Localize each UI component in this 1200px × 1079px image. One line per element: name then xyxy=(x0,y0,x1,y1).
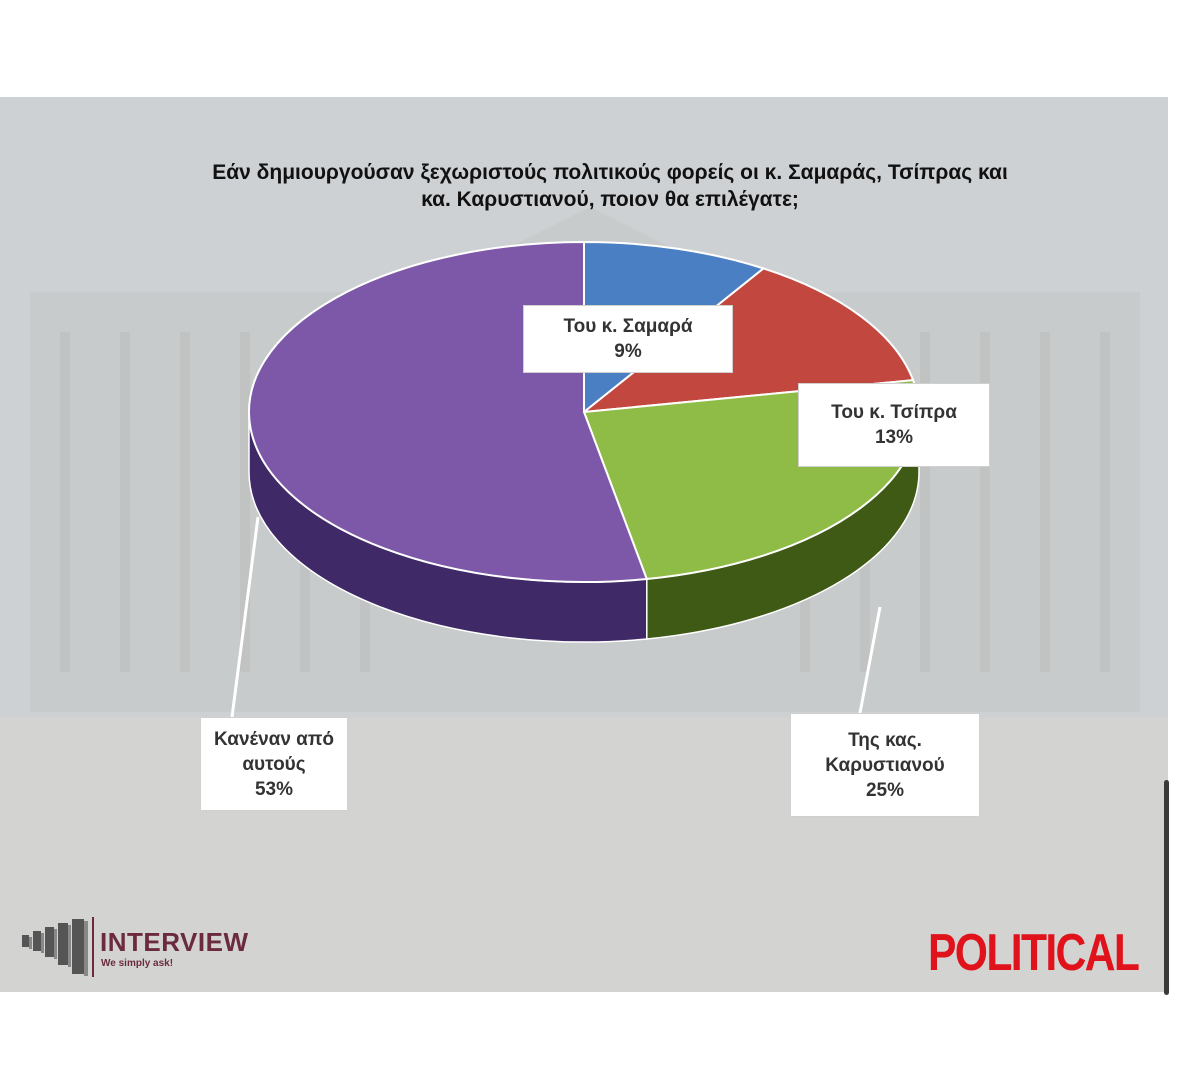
data-label-line: Του κ. Τσίπρα xyxy=(831,402,957,423)
chart-title-line-1: Εάν δημιουργούσαν ξεχωριστούς πολιτικούς… xyxy=(212,161,1008,184)
data-label: Του κ. Σαμαρά 9% xyxy=(523,305,733,373)
data-label-line: Του κ. Σαμαρά xyxy=(563,316,693,337)
data-label-line: Κανέναν από xyxy=(213,728,335,750)
pie-slice xyxy=(580,267,915,414)
data-label-line: 53% xyxy=(254,778,294,800)
data-label: Του κ. Τσίπρα 13% xyxy=(798,383,990,467)
interview-logo-name: INTERVIEW xyxy=(100,927,249,957)
political-logo: POLITICAL xyxy=(928,924,1140,982)
pie-chart xyxy=(230,240,920,718)
data-label-line: Της κας. xyxy=(848,729,922,751)
data-label-line: 9% xyxy=(614,341,642,362)
data-label-line: αυτούς xyxy=(242,753,306,775)
data-label: Της κας. Καρυστιανού 25% xyxy=(790,713,980,817)
chart-title: Εάν δημιουργούσαν ξεχωριστούς πολιτικούς… xyxy=(150,159,1070,213)
interview-logo-divider xyxy=(92,917,94,977)
data-label-line: Καρυστιανού xyxy=(825,754,945,776)
interview-logo-icon xyxy=(22,919,88,976)
poll-slide: Εάν δημιουργούσαν ξεχωριστούς πολιτικούς… xyxy=(0,97,1168,992)
data-label-line: 25% xyxy=(865,779,905,801)
data-label-line: 13% xyxy=(874,427,914,448)
chart-title-line-2: κα. Καρυστιανού, ποιον θα επιλέγατε; xyxy=(421,188,799,211)
interview-logo-tagline: We simply ask! xyxy=(101,958,174,969)
leader-line xyxy=(858,606,882,714)
leader-line xyxy=(230,516,260,718)
scrollbar-thumb[interactable] xyxy=(1164,780,1169,995)
data-label: Κανέναν από αυτούς 53% xyxy=(200,717,348,811)
pie-tops xyxy=(248,240,920,583)
